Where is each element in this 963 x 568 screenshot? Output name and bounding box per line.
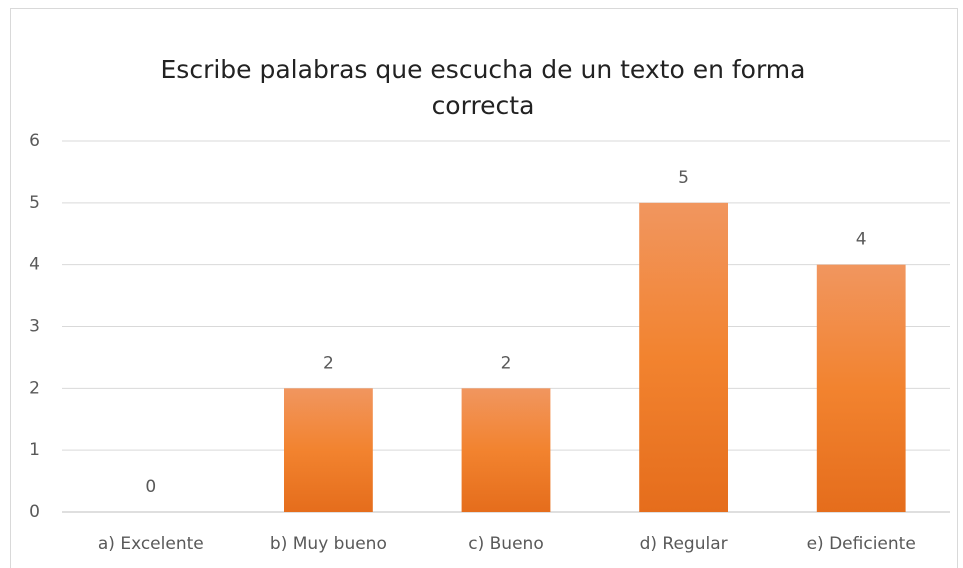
bar bbox=[284, 388, 373, 512]
y-tick-label: 3 bbox=[29, 317, 40, 337]
y-tick-label: 4 bbox=[29, 255, 40, 275]
y-tick-label: 0 bbox=[29, 502, 40, 522]
data-label: 4 bbox=[856, 230, 867, 250]
bar bbox=[461, 388, 551, 512]
data-label: 2 bbox=[501, 353, 512, 373]
bar bbox=[816, 264, 906, 512]
y-tick-label: 6 bbox=[29, 131, 40, 151]
data-label: 0 bbox=[145, 477, 156, 497]
y-tick-label: 5 bbox=[29, 193, 40, 213]
data-label: 5 bbox=[678, 168, 689, 188]
data-label: 2 bbox=[323, 353, 334, 373]
chart-frame bbox=[10, 8, 958, 568]
y-tick-label: 1 bbox=[29, 440, 40, 460]
chart-title: Escribe palabras que escucha de un texto… bbox=[160, 55, 806, 120]
x-tick-label: c) Bueno bbox=[468, 534, 543, 554]
x-tick-label: d) Regular bbox=[640, 534, 728, 554]
y-tick-label: 2 bbox=[29, 378, 40, 398]
bar bbox=[639, 202, 728, 513]
x-tick-label: b) Muy bueno bbox=[270, 534, 387, 554]
x-tick-label: a) Excelente bbox=[98, 534, 204, 554]
x-tick-label: e) Deficiente bbox=[807, 534, 916, 554]
